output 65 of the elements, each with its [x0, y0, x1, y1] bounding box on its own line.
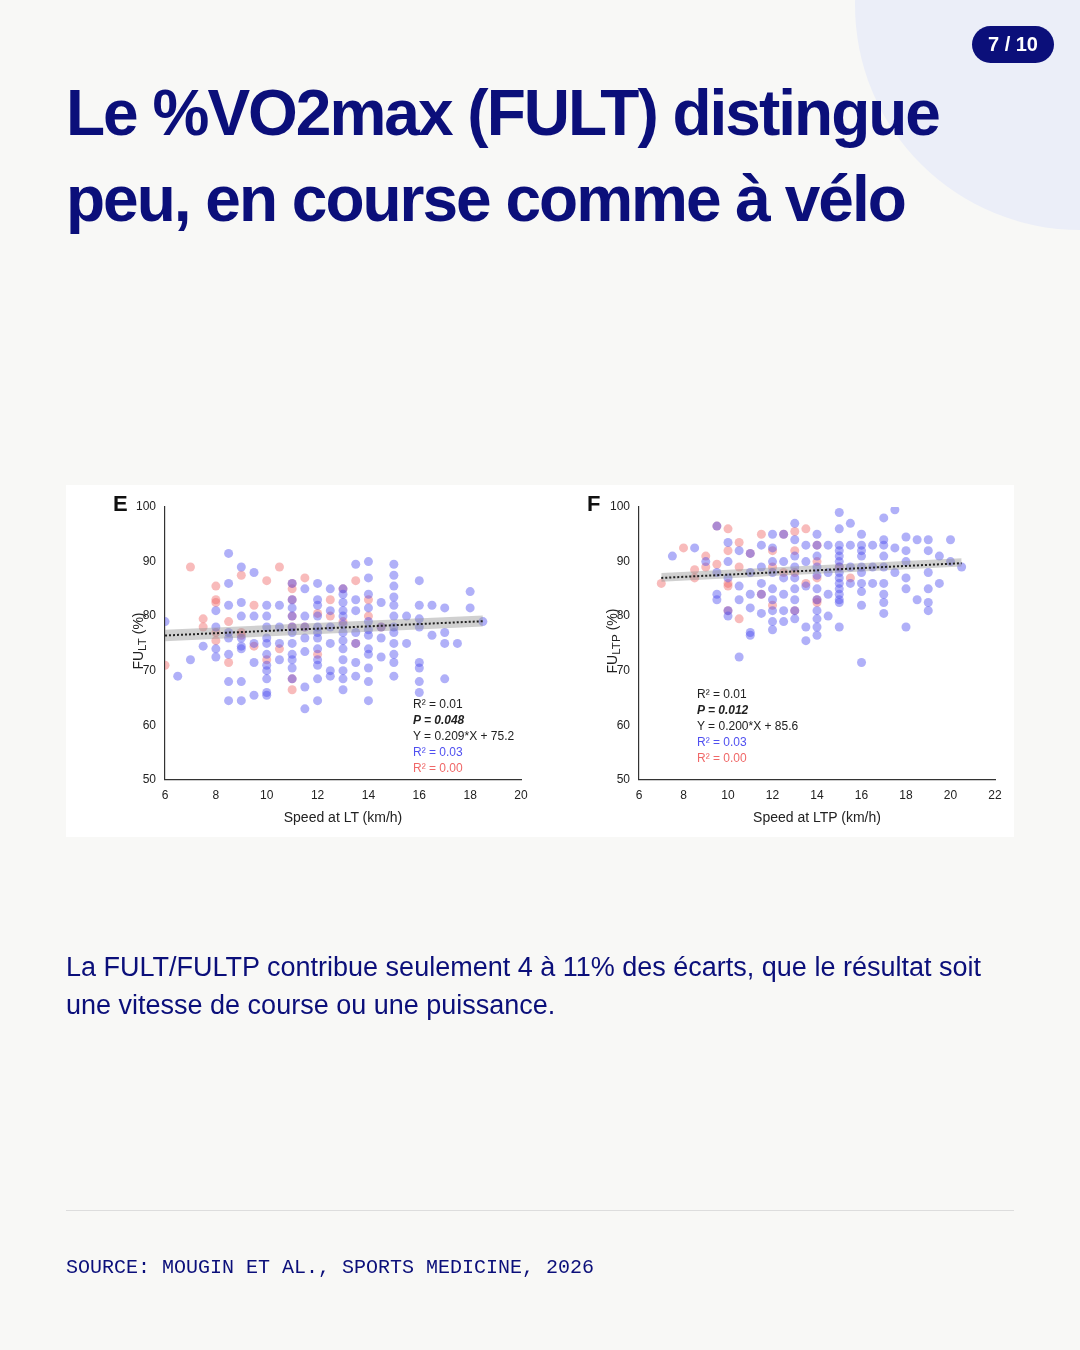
- x-tick-label: 20: [514, 788, 528, 803]
- text: 7 / 10: [971, 26, 1054, 63]
- point: [679, 543, 689, 553]
- x-tick-label: 6: [635, 788, 643, 803]
- point: [274, 562, 284, 572]
- annotation: R² = 0.03: [697, 734, 748, 750]
- x-tick-label: 16: [412, 788, 427, 803]
- point: [211, 581, 221, 591]
- x-axis-title: Speed at LTP (km/h): [753, 809, 881, 826]
- y-tick-label: 90: [616, 553, 631, 568]
- y-tick-label: 50: [142, 772, 157, 787]
- x-tick-label: 18: [899, 788, 913, 803]
- point: [756, 529, 766, 539]
- x-tick-label: 8: [212, 788, 220, 803]
- x-tick-label: 20: [943, 788, 958, 803]
- y-tick-label: 90: [142, 553, 157, 568]
- point: [723, 524, 733, 534]
- text: La FULT/FULTP contribue seulement 4 à 11% des écarts, que le résultat soit une vitesse de course ou une puissance.: [66, 951, 982, 1022]
- y-tick-label: 60: [142, 717, 157, 732]
- point: [734, 614, 744, 624]
- annotation: R² = 0.00: [413, 760, 464, 776]
- point: [712, 559, 722, 569]
- x-tick-label: 14: [361, 788, 376, 803]
- annotation: R² = 0.00: [697, 750, 748, 766]
- point: [224, 658, 234, 667]
- x-tick-label: 12: [765, 788, 780, 803]
- annotation: Y = 0.209*X + 75.2: [413, 728, 515, 744]
- y-tick-label: 100: [135, 499, 157, 514]
- x-axis-title: Speed at LT (km/h): [283, 809, 403, 826]
- annotation: P = 0.012: [697, 702, 750, 718]
- point: [790, 527, 800, 537]
- x-tick-label: 16: [854, 788, 869, 803]
- annotation: Y = 0.200*X + 85.6: [697, 718, 799, 734]
- point: [287, 685, 297, 695]
- point: [351, 576, 361, 586]
- x-tick-label: 18: [463, 788, 478, 803]
- point: [198, 614, 208, 624]
- x-tick-label: 14: [810, 788, 824, 803]
- x-tick-label: 22: [988, 788, 1002, 803]
- x-tick-label: 10: [721, 788, 736, 803]
- annotation: R² = 0.03: [413, 744, 464, 760]
- x-tick-label: 10: [260, 788, 274, 803]
- source-note: SOURCE: MOUGIN ET AL., SPORTS MEDICINE, 2026: [66, 1256, 595, 1279]
- x-tick-label: 12: [310, 788, 325, 803]
- annotation: P = 0.048: [413, 712, 466, 728]
- annotation: R² = 0.01: [697, 686, 748, 702]
- point: [300, 573, 310, 583]
- y-tick-label: 60: [616, 717, 631, 732]
- x-tick-label: 6: [161, 788, 169, 803]
- point: [801, 524, 811, 534]
- chart-subtitle: F: [587, 491, 601, 517]
- y-tick-label: 100: [609, 499, 631, 514]
- point: [734, 537, 744, 547]
- point: [262, 576, 272, 586]
- point: [249, 600, 259, 610]
- point: [325, 595, 335, 605]
- point: [236, 570, 246, 580]
- chart-subtitle: E: [113, 491, 128, 517]
- chart-title: Le %VO2max (FULT) distingue peu, en course comme à vélo: [66, 76, 940, 237]
- point: [224, 617, 234, 627]
- x-tick-label: 8: [680, 788, 688, 803]
- point: [185, 562, 195, 572]
- y-tick-label: 70: [142, 662, 157, 677]
- annotation: R² = 0.01: [413, 696, 464, 712]
- y-tick-label: 50: [616, 772, 631, 787]
